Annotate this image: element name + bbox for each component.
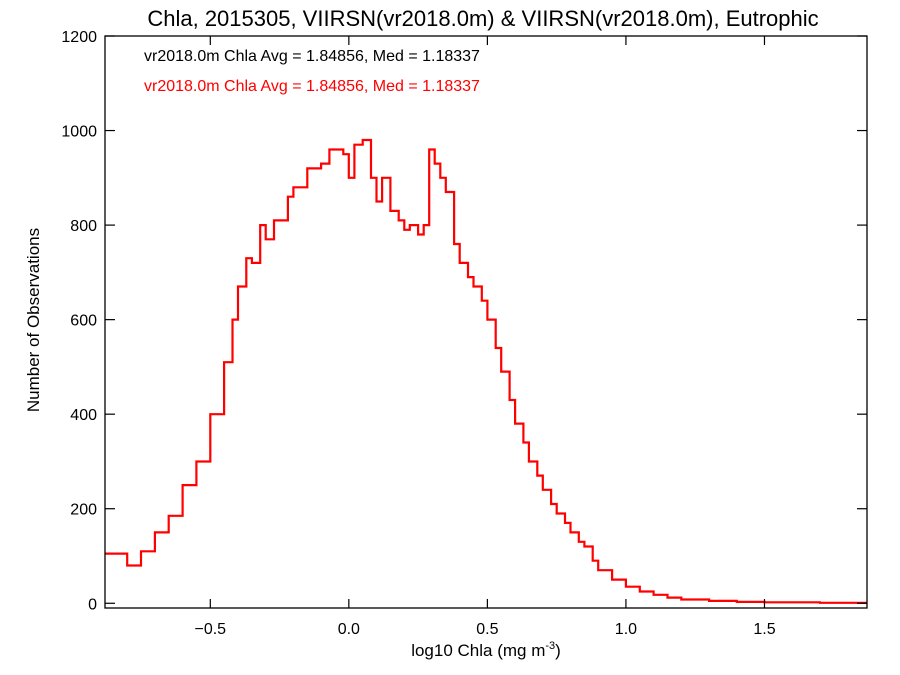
y-tick-label: 800	[70, 218, 97, 235]
plot-area	[105, 138, 867, 604]
chart-title: Chla, 2015305, VIIRSN(vr2018.0m) & VIIRS…	[147, 6, 818, 31]
x-tick-label: −0.5	[194, 621, 226, 638]
y-tick-label: 400	[70, 407, 97, 424]
y-axis-label: Number of Observations	[24, 228, 43, 412]
x-tick-label: 1.5	[753, 621, 775, 638]
y-tick-label: 200	[70, 502, 97, 519]
series-line-0	[105, 138, 867, 604]
y-axis: 0 200 400 600 800 1000 1200	[61, 29, 867, 613]
y-tick-label: 0	[88, 596, 97, 613]
annotations: vr2018.0m Chla Avg = 1.84856, Med = 1.18…	[144, 48, 480, 95]
x-tick-label: 0.5	[476, 621, 498, 638]
x-tick-label: 0.0	[338, 621, 360, 638]
y-tick-label: 1200	[61, 29, 97, 46]
y-tick-label: 600	[70, 313, 97, 330]
annotation-stats-black: vr2018.0m Chla Avg = 1.84856, Med = 1.18…	[144, 48, 480, 65]
x-axis: −0.5 0.0 0.5 1.0 1.5	[194, 36, 776, 638]
annotation-stats-red: vr2018.0m Chla Avg = 1.84856, Med = 1.18…	[144, 78, 480, 95]
x-tick-label: 1.0	[615, 621, 637, 638]
y-tick-label: 1000	[61, 124, 97, 141]
x-axis-label: log10 Chla (mg m-3)	[411, 640, 561, 660]
plot-frame	[104, 35, 868, 609]
